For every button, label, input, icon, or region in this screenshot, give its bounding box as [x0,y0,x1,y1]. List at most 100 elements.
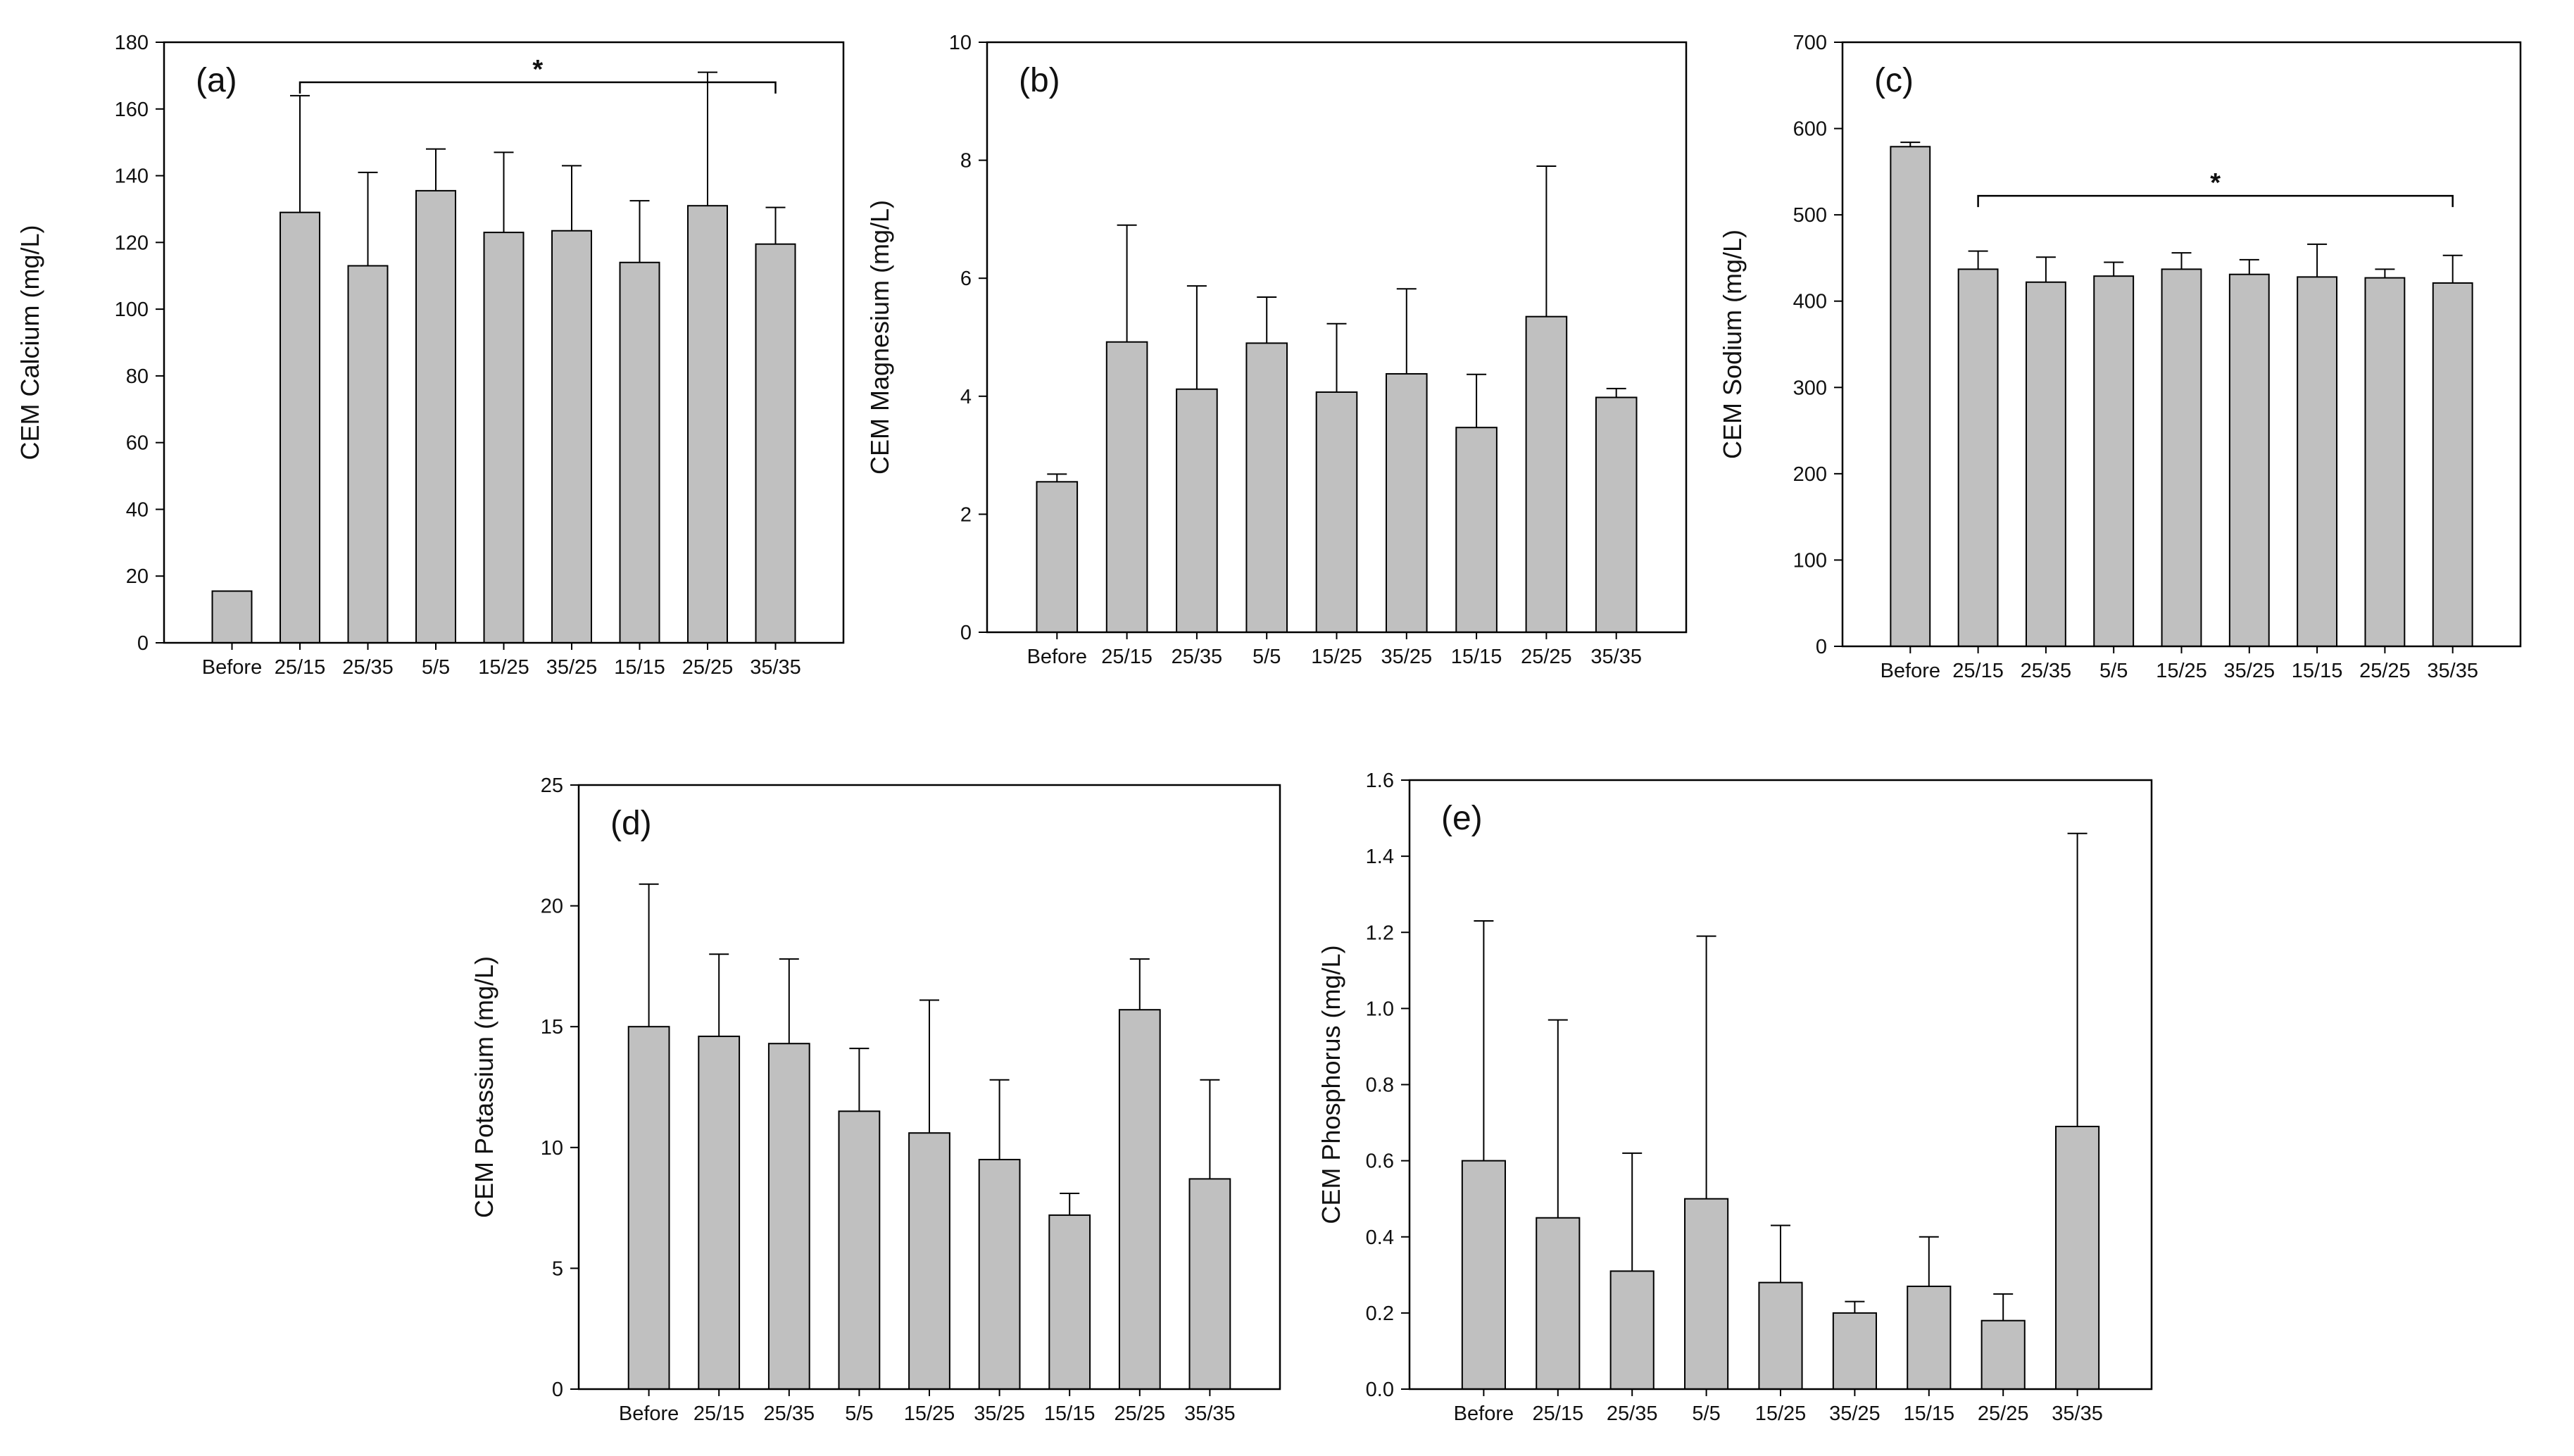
x-tick-label: 35/35 [1184,1402,1236,1425]
bar-a-2 [347,265,389,644]
bar-b-1 [1105,341,1148,633]
significance-marker: * [532,55,543,84]
bar-e-7 [1980,1319,2026,1390]
bar-b-6 [1455,427,1498,633]
bar-d-1 [698,1035,741,1390]
x-tick-label: 35/25 [2224,660,2275,682]
bar-c-2 [2025,281,2066,647]
y-tick-label: 10 [949,32,972,54]
x-tick-label: Before [619,1402,679,1425]
bar-e-8 [2055,1125,2100,1390]
y-tick-label: 0 [137,632,149,655]
bar-d-2 [767,1043,810,1390]
x-tick-label: 25/35 [2021,660,2072,682]
y-tick-label: 0.0 [1366,1379,1394,1401]
bar-c-4 [2161,268,2202,647]
bar-c-6 [2297,276,2338,647]
y-tick-label: 160 [115,99,149,121]
y-axis-label: CEM Phosphorus (mg/L) [1317,945,1345,1224]
y-tick-label: 1.4 [1366,846,1394,868]
x-tick-label: 35/25 [1381,646,1433,668]
x-tick-label: 15/25 [1311,646,1362,668]
x-tick-label: 25/25 [1978,1402,2029,1425]
panel-label: (e) [1441,800,1483,837]
x-tick-label: 15/25 [478,656,529,679]
bar-a-4 [483,232,525,644]
x-tick-label: 25/35 [1607,1402,1658,1425]
bar-c-0 [1890,146,1931,648]
bar-a-3 [415,189,456,644]
y-tick-label: 0 [552,1379,563,1401]
y-tick-label: 60 [126,432,149,455]
y-tick-label: 5 [552,1257,563,1280]
y-tick-label: 0.6 [1366,1150,1394,1173]
bar-d-0 [627,1026,670,1390]
bar-c-8 [2432,282,2473,647]
x-tick-label: 25/25 [682,656,734,679]
y-tick-label: 25 [541,774,563,797]
x-tick-label: 5/5 [2099,660,2128,682]
bar-a-5 [551,230,592,644]
bar-a-7 [687,205,728,644]
x-tick-label: 35/35 [1590,646,1642,668]
x-tick-label: 15/15 [1044,1402,1095,1425]
panel-label: (a) [196,62,237,99]
panel-label: (c) [1874,62,1914,99]
bar-e-0 [1461,1160,1506,1390]
y-tick-label: 4 [960,386,972,408]
bar-c-3 [2093,275,2135,647]
x-tick-label: 25/15 [1533,1402,1584,1425]
x-tick-label: 25/15 [693,1402,745,1425]
x-tick-label: 15/15 [614,656,665,679]
bar-d-8 [1188,1178,1231,1391]
y-tick-label: 8 [960,150,972,172]
x-tick-label: 25/15 [1101,646,1153,668]
y-axis-label: CEM Magnesium (mg/L) [865,200,894,475]
x-tick-label: 25/35 [342,656,394,679]
x-tick-label: 35/35 [2427,660,2478,682]
bar-d-3 [838,1110,881,1390]
y-tick-label: 40 [126,498,149,521]
x-tick-label: 25/15 [275,656,326,679]
bar-b-5 [1386,372,1428,633]
y-tick-label: 120 [115,232,149,254]
bar-e-2 [1609,1270,1655,1390]
x-tick-label: 35/35 [750,656,801,679]
y-axis-label: CEM Sodium (mg/L) [1718,230,1747,459]
y-tick-label: 1.2 [1366,922,1394,944]
bar-b-7 [1525,315,1568,633]
bar-c-1 [1957,268,1999,647]
x-tick-label: 15/25 [2156,660,2207,682]
y-tick-label: 0.8 [1366,1074,1394,1097]
chart-panel-b: 0 2 4 6 8 10 Before 25/15 25/35 5/5 15/25 35/25 15/1… [865,32,1688,668]
bar-a-6 [619,261,660,644]
bar-d-7 [1118,1009,1161,1390]
x-tick-label: Before [1881,660,1940,682]
bar-c-5 [2228,273,2270,647]
y-tick-label: 2 [960,503,972,526]
x-tick-label: 35/25 [546,656,598,679]
significance-marker: * [2210,168,2221,198]
x-tick-label: Before [1454,1402,1514,1425]
x-tick-label: Before [202,656,262,679]
y-axis-label: CEM Calcium (mg/L) [15,225,44,460]
y-tick-label: 200 [1793,463,1827,486]
chart-panel-c: 0 100 200 300 400 500 600 700 Before 25/15 25/35 5/… [1718,32,2522,682]
bar-e-3 [1684,1198,1729,1390]
x-tick-label: 15/15 [1451,646,1502,668]
x-tick-label: 35/25 [1829,1402,1881,1425]
y-tick-label: 1.6 [1366,770,1394,792]
y-tick-label: 0.2 [1366,1303,1394,1325]
x-tick-label: 25/35 [764,1402,815,1425]
y-tick-label: 20 [126,565,149,588]
bar-e-1 [1536,1217,1581,1390]
y-tick-label: 0 [960,622,972,644]
y-tick-label: 400 [1793,291,1827,313]
x-tick-label: 5/5 [422,656,450,679]
y-tick-label: 0 [1816,636,1827,658]
y-tick-label: 1.0 [1366,998,1394,1020]
significance-bracket-a [299,81,777,94]
bar-b-2 [1176,388,1218,634]
chart-panel-d: 0 5 10 15 20 25 Before 25/15 25/35 5/5 15/25 35/25 1… [470,774,1281,1425]
